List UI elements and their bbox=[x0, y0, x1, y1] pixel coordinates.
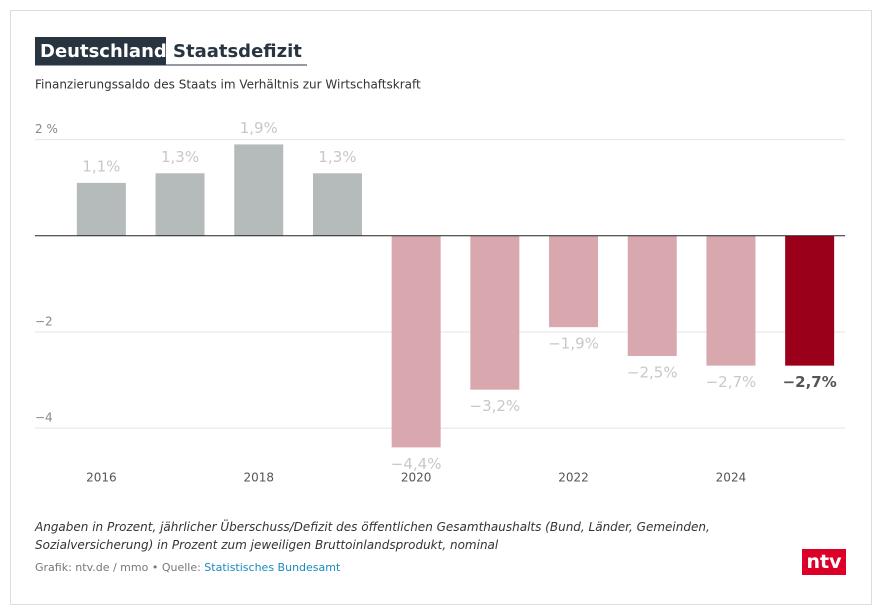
value-label: −2,7% bbox=[706, 373, 757, 391]
x-tick-label: 2018 bbox=[243, 471, 274, 485]
title-tag: Deutschland bbox=[40, 41, 167, 62]
bar bbox=[312, 173, 362, 236]
bar bbox=[549, 235, 599, 328]
value-label: −2,7% bbox=[783, 373, 837, 391]
bar bbox=[706, 235, 756, 366]
bar bbox=[155, 173, 205, 236]
y-tick-label: −2 bbox=[35, 314, 53, 328]
value-label: −1,9% bbox=[548, 335, 599, 353]
logo: ntv bbox=[802, 549, 846, 575]
x-tick-label: 2022 bbox=[558, 471, 589, 485]
credit-text: Grafik: ntv.de / mmo • Quelle: bbox=[35, 561, 205, 574]
x-tick-label: 2016 bbox=[86, 471, 117, 485]
title-tag-bg bbox=[35, 37, 166, 65]
footnote: Angaben in Prozent, jährlicher Überschus… bbox=[35, 520, 710, 552]
bar bbox=[627, 235, 677, 357]
bar bbox=[470, 235, 520, 390]
x-tick-label: 2020 bbox=[401, 471, 432, 485]
bar bbox=[785, 235, 835, 366]
bar bbox=[76, 182, 126, 236]
value-label: 1,3% bbox=[161, 148, 199, 166]
bar bbox=[234, 144, 284, 236]
value-label: −3,2% bbox=[470, 397, 521, 415]
value-label: −2,5% bbox=[627, 364, 678, 382]
bar bbox=[391, 235, 441, 448]
value-label: 1,9% bbox=[240, 119, 278, 137]
credit: Grafik: ntv.de / mmo • Quelle: Statistis… bbox=[35, 561, 340, 574]
frame bbox=[10, 10, 872, 605]
y-tick-label: −4 bbox=[35, 411, 53, 425]
y-tick-label: 2 % bbox=[35, 122, 58, 136]
chart-subtitle: Finanzierungssaldo des Staats im Verhält… bbox=[35, 78, 421, 92]
x-tick-label: 2024 bbox=[716, 471, 747, 485]
value-label: 1,3% bbox=[318, 148, 356, 166]
source-link[interactable]: Statistisches Bundesamt bbox=[204, 561, 341, 574]
chart-title: Staatsdefizit bbox=[173, 41, 302, 62]
value-label: −4,4% bbox=[391, 455, 442, 473]
chart: Deutschland Staatsdefizit Finanzierungss… bbox=[35, 37, 845, 485]
value-label: 1,1% bbox=[82, 157, 120, 175]
